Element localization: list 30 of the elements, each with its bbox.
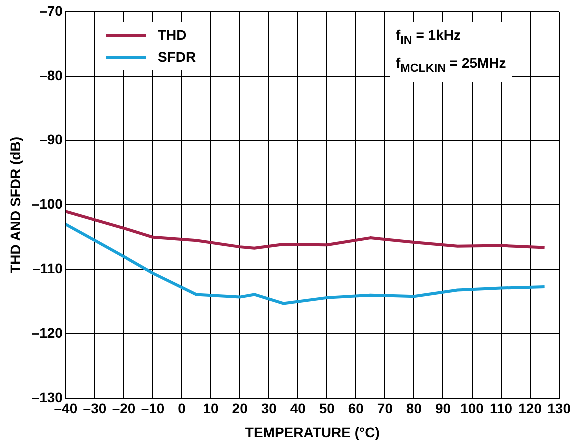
y-tick-label: –110 — [32, 260, 64, 276]
y-tick-label: –70 — [40, 2, 64, 19]
legend-label: THD — [158, 27, 187, 43]
x-tick-label: 110 — [490, 400, 513, 417]
y-tick-label: –130 — [32, 389, 64, 406]
x-tick-label: 130 — [548, 400, 572, 417]
x-tick-label: 60 — [348, 400, 364, 417]
x-tick-label: 40 — [290, 400, 306, 417]
x-tick-label: –30 — [83, 400, 107, 417]
x-tick-label: 50 — [319, 400, 336, 417]
x-tick-label: –10 — [141, 400, 165, 417]
annotation: f$_{IN}$ = 1kHz — [396, 26, 462, 49]
y-axis-title: THD AND SFDR (dB) — [7, 137, 24, 274]
x-tick-label: 100 — [460, 400, 484, 417]
y-tick-label: –80 — [40, 67, 64, 84]
x-tick-label: 80 — [406, 400, 422, 417]
x-tick-label: 20 — [232, 400, 248, 417]
x-tick-label: –20 — [112, 400, 136, 417]
y-tick-label: –120 — [32, 324, 64, 341]
x-tick-label: 90 — [435, 400, 452, 417]
x-tick-label: 0 — [178, 400, 186, 417]
y-tick-label: –100 — [32, 196, 64, 212]
legend-label: SFDR — [158, 49, 196, 65]
y-tick-label: –90 — [40, 132, 64, 148]
annotation: f$_{MCLKIN}$ = 25MHz — [396, 54, 506, 77]
x-tick-label: 120 — [518, 400, 542, 417]
x-tick-label: 30 — [261, 400, 278, 417]
x-axis-title: TEMPERATURE (°C) — [245, 424, 380, 440]
x-tick-label: 70 — [377, 400, 394, 417]
x-tick-label: 10 — [203, 400, 220, 417]
